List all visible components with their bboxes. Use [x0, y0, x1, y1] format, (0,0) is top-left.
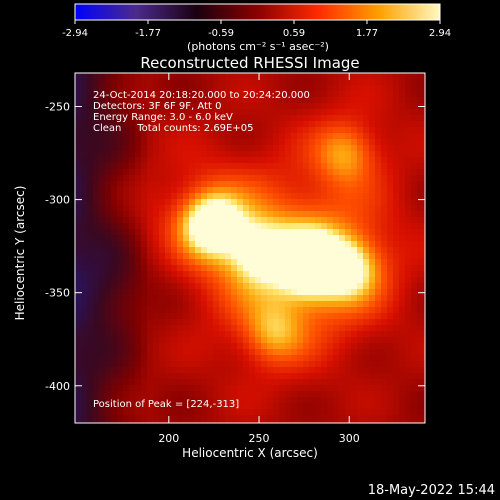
chart-title: Reconstructed RHESSI Image	[140, 54, 359, 72]
y-tick-label: -250	[45, 101, 70, 114]
colorbar-tick-label: -1.77	[135, 28, 161, 39]
colorbar-tick-label: 0.59	[283, 28, 305, 39]
peak-position-label: Position of Peak = [224,-313]	[93, 399, 239, 410]
x-tick-label: 200	[158, 432, 179, 445]
annotation-detectors: Detectors: 3F 6F 9F, Att 0	[93, 101, 221, 112]
x-tick-label: 250	[249, 432, 270, 445]
x-axis-label: Heliocentric X (arcsec)	[182, 446, 318, 460]
colorbar-tick-label: 1.77	[356, 28, 378, 39]
annotation-time: 24-Oct-2014 20:18:20.000 to 20:24:20.000	[93, 90, 310, 101]
y-tick-label: -400	[45, 380, 70, 393]
axes: 200 250 300 -250 -300 -350 -400	[45, 73, 425, 445]
colorbar-tick-label: 2.94	[429, 28, 451, 39]
y-tick-label: -300	[45, 194, 70, 207]
colorbar-tick-label: -0.59	[208, 28, 234, 39]
x-tick-label: 300	[339, 432, 360, 445]
colorbar-unit-label: (photons cm⁻² s⁻¹ asec⁻²)	[187, 40, 329, 53]
y-tick-label: -350	[45, 287, 70, 300]
annotation-clean: Clean Total counts: 2.69E+05	[93, 123, 253, 134]
colorbar-ticks: -2.94 -1.77 -0.59 0.59 1.77 2.94	[62, 20, 451, 39]
colorbar-tick-label: -2.94	[62, 28, 88, 39]
y-axis-label: Heliocentric Y (arcsec)	[13, 186, 27, 321]
heatmap	[75, 73, 425, 423]
plot-frame	[74, 72, 426, 424]
footer-date: 18-May-2022 15:44	[368, 483, 495, 498]
annotation-energy: Energy Range: 3.0 - 6.0 keV	[93, 112, 233, 123]
colorbar	[74, 3, 441, 21]
